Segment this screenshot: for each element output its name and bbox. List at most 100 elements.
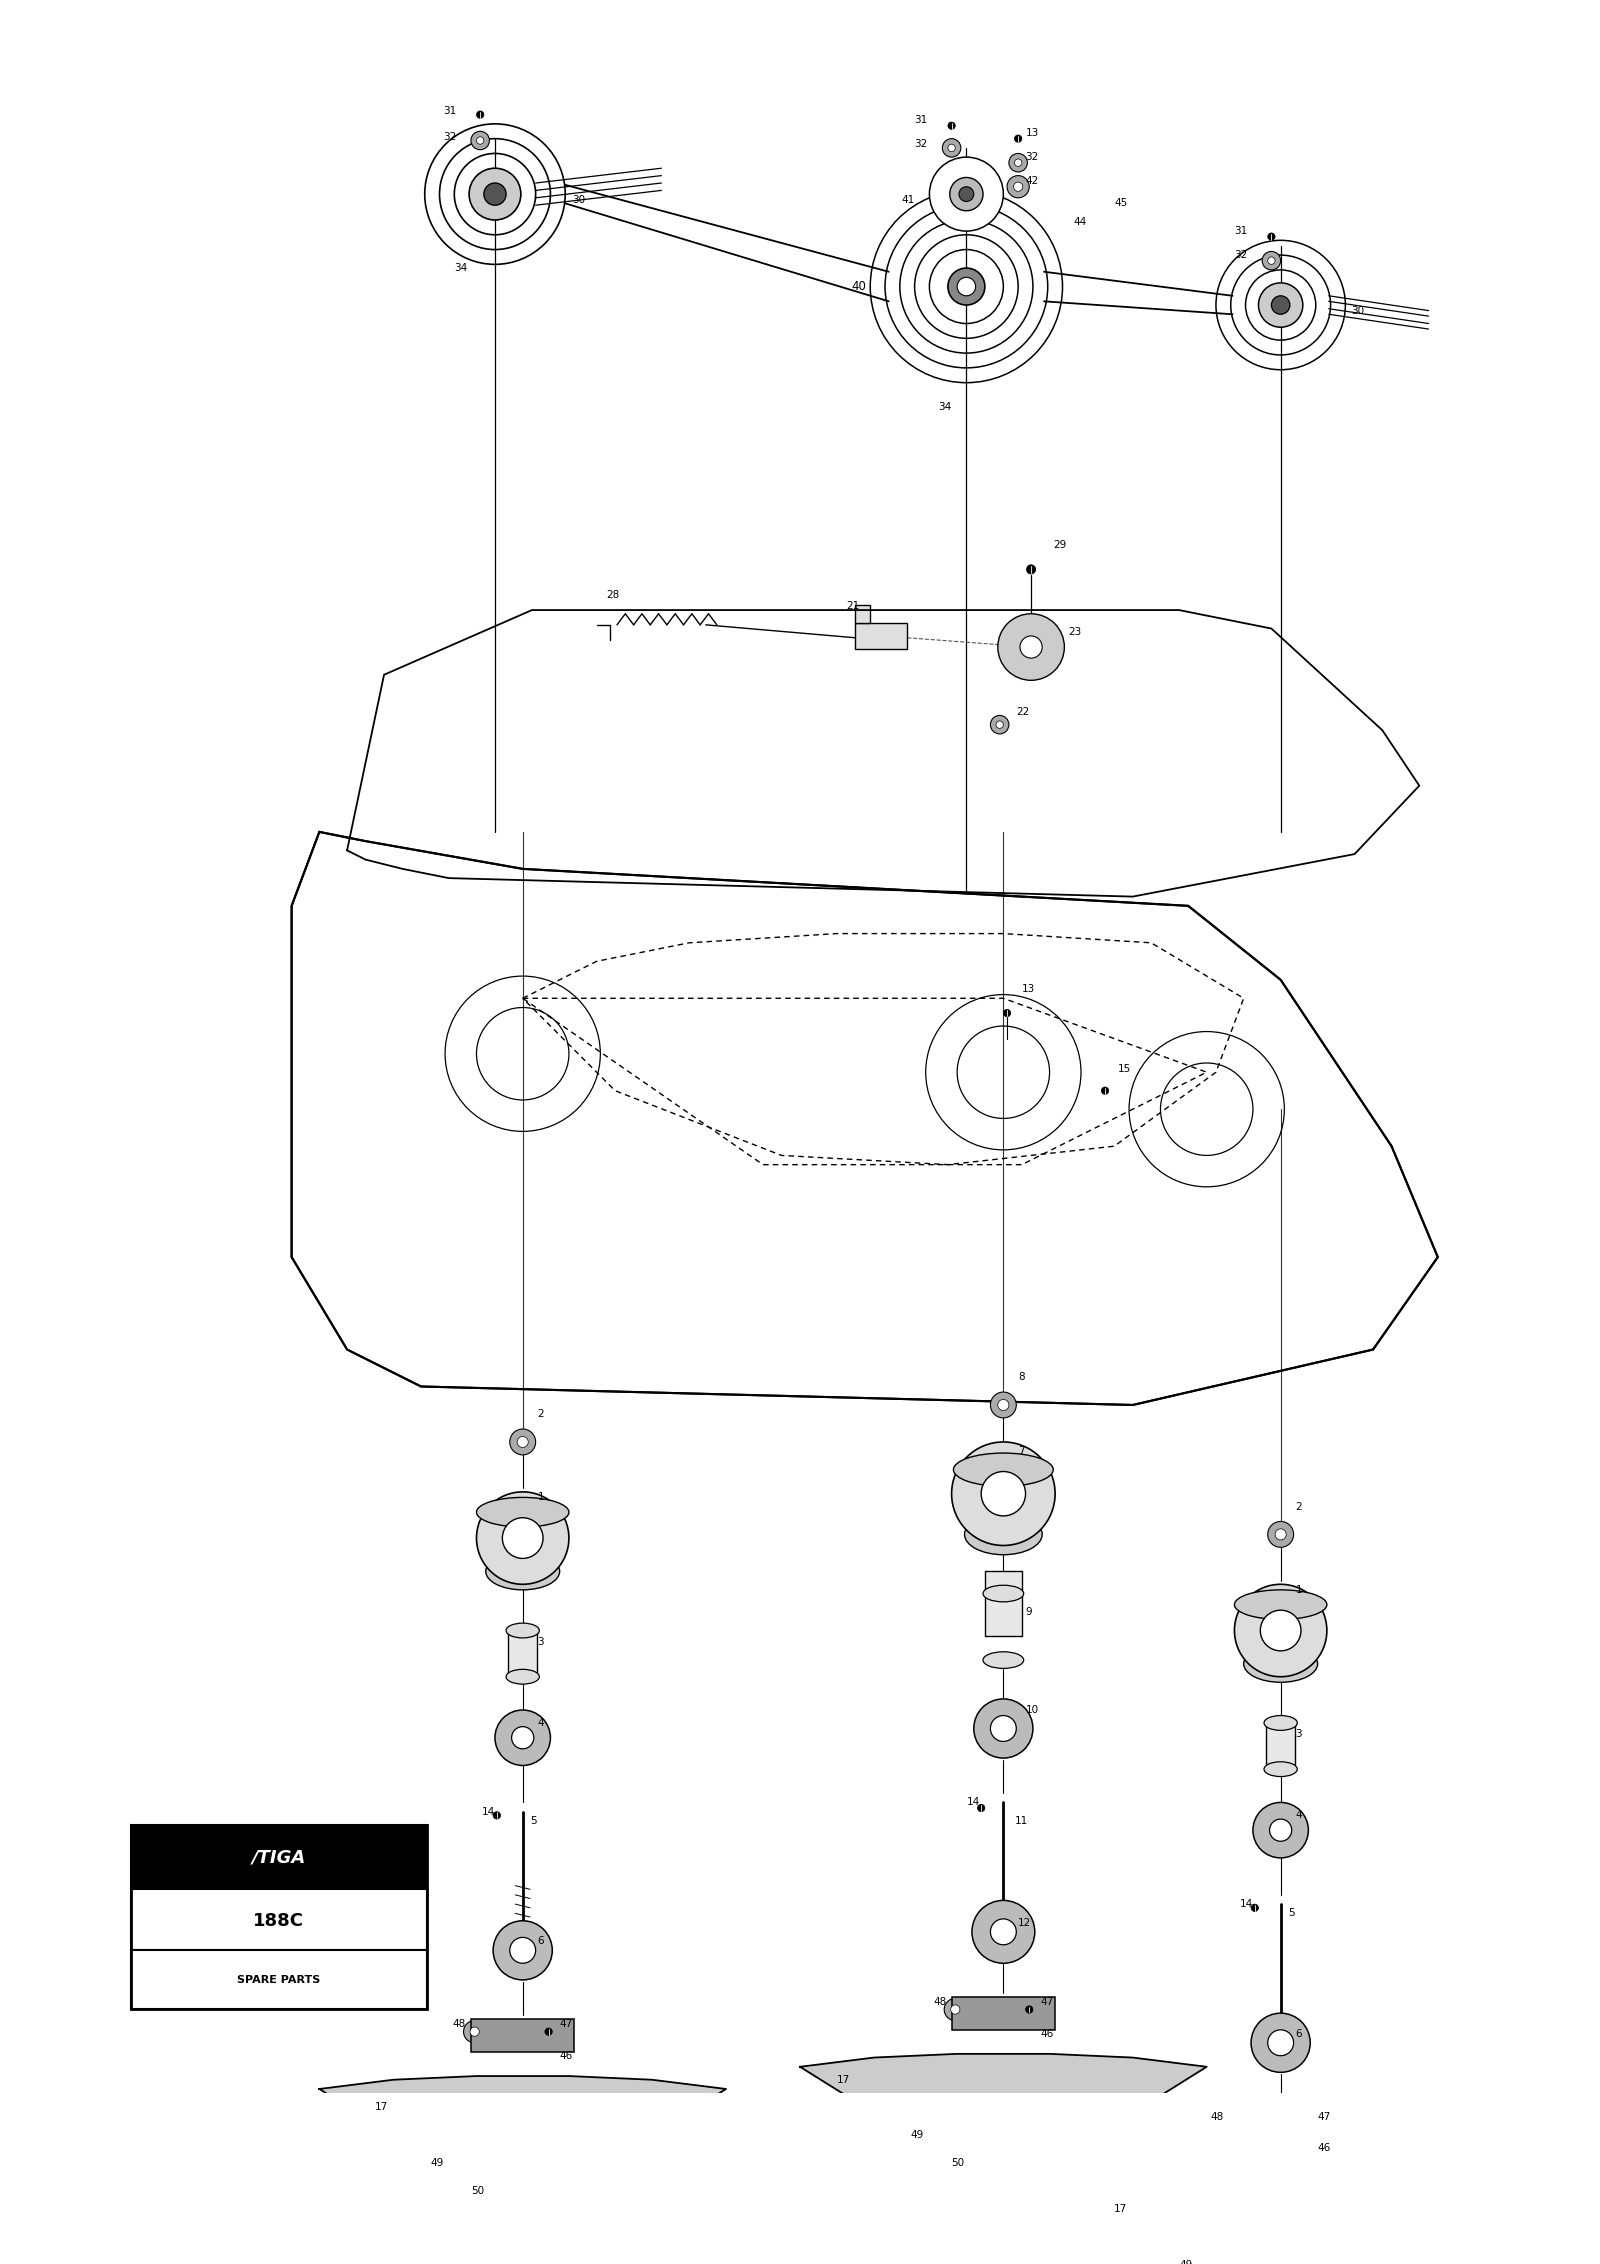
Bar xyxy=(470,2019,574,2051)
Circle shape xyxy=(947,267,986,306)
Text: 47: 47 xyxy=(1318,2112,1331,2121)
Text: 2: 2 xyxy=(1296,1501,1302,1512)
Circle shape xyxy=(1013,181,1022,192)
Circle shape xyxy=(1014,136,1022,143)
Circle shape xyxy=(1267,256,1275,265)
Text: 5: 5 xyxy=(1288,1909,1294,1918)
Ellipse shape xyxy=(486,1553,560,1589)
Bar xyxy=(856,604,870,623)
Circle shape xyxy=(510,1429,536,1456)
Text: 28: 28 xyxy=(606,591,619,600)
Bar xyxy=(1229,2110,1333,2144)
Circle shape xyxy=(998,614,1064,679)
Text: 1: 1 xyxy=(1296,1585,1302,1594)
Text: 4: 4 xyxy=(1296,1811,1302,1820)
Text: 30: 30 xyxy=(1350,306,1365,315)
Circle shape xyxy=(947,122,955,129)
Circle shape xyxy=(957,276,976,297)
Ellipse shape xyxy=(1235,1589,1326,1619)
Bar xyxy=(1266,1718,1296,1766)
Text: /TIGA: /TIGA xyxy=(251,1850,306,1868)
Circle shape xyxy=(947,145,955,152)
Circle shape xyxy=(958,186,974,201)
Text: 34: 34 xyxy=(939,401,952,412)
Circle shape xyxy=(990,715,1010,734)
Text: 11: 11 xyxy=(1014,1816,1027,1827)
Text: 46: 46 xyxy=(1318,2144,1331,2153)
Text: 31: 31 xyxy=(1235,226,1248,235)
Text: 6: 6 xyxy=(538,1936,544,1947)
Text: 17: 17 xyxy=(374,2103,389,2112)
Text: 48: 48 xyxy=(933,1997,946,2008)
Circle shape xyxy=(1267,233,1275,240)
Polygon shape xyxy=(1077,2182,1485,2246)
Text: 32: 32 xyxy=(443,131,456,143)
Circle shape xyxy=(978,1804,986,1811)
Circle shape xyxy=(502,1517,542,1558)
Circle shape xyxy=(990,1716,1016,1741)
Text: 46: 46 xyxy=(560,2051,573,2060)
Circle shape xyxy=(1027,564,1035,575)
Ellipse shape xyxy=(506,1669,539,1684)
Circle shape xyxy=(483,183,506,206)
Text: 30: 30 xyxy=(573,195,586,204)
Circle shape xyxy=(974,1698,1034,1759)
Text: 32: 32 xyxy=(915,138,928,149)
Text: 17: 17 xyxy=(1114,2205,1128,2214)
Ellipse shape xyxy=(1264,1716,1298,1730)
Text: 22: 22 xyxy=(1016,706,1029,718)
Circle shape xyxy=(469,168,522,220)
Text: 13: 13 xyxy=(1022,985,1035,994)
Text: 14: 14 xyxy=(1240,1899,1253,1909)
Text: 5: 5 xyxy=(530,1816,536,1827)
Text: 14: 14 xyxy=(966,1798,979,1807)
Text: 31: 31 xyxy=(443,106,456,115)
Bar xyxy=(131,1825,427,2010)
Circle shape xyxy=(968,2182,987,2201)
Text: 188C: 188C xyxy=(253,1911,304,1929)
Polygon shape xyxy=(800,2053,1206,2117)
Text: 2: 2 xyxy=(538,1408,544,1420)
Text: 48: 48 xyxy=(1211,2112,1224,2121)
Circle shape xyxy=(514,2203,531,2221)
Text: 49: 49 xyxy=(430,2158,443,2169)
Bar xyxy=(507,1628,538,1673)
Circle shape xyxy=(952,1442,1054,1546)
Ellipse shape xyxy=(477,1497,570,1526)
Circle shape xyxy=(1235,1585,1326,1678)
Bar xyxy=(131,1890,427,1949)
Ellipse shape xyxy=(1243,1646,1318,1682)
Bar xyxy=(856,623,907,650)
Circle shape xyxy=(477,136,483,145)
Text: 15: 15 xyxy=(1118,1064,1131,1073)
Circle shape xyxy=(1302,2121,1310,2128)
Circle shape xyxy=(493,1920,552,1981)
Circle shape xyxy=(477,1492,570,1585)
Circle shape xyxy=(488,2203,506,2221)
Circle shape xyxy=(494,1709,550,1766)
Circle shape xyxy=(493,1811,501,1818)
Text: SPARE PARTS: SPARE PARTS xyxy=(237,1974,320,1986)
Circle shape xyxy=(1253,1802,1309,1859)
Text: Sparek: Sparek xyxy=(600,983,1059,1109)
Text: 49: 49 xyxy=(1179,2259,1192,2264)
Circle shape xyxy=(512,1727,534,1748)
Ellipse shape xyxy=(506,1623,539,1637)
Circle shape xyxy=(1006,177,1029,197)
Text: 23: 23 xyxy=(1069,627,1082,636)
Text: 9: 9 xyxy=(1026,1607,1032,1616)
Text: 29: 29 xyxy=(1053,541,1067,550)
Text: 46: 46 xyxy=(1040,2029,1053,2038)
Circle shape xyxy=(510,1938,536,1963)
Text: 50: 50 xyxy=(952,2158,965,2169)
Circle shape xyxy=(1101,1087,1109,1094)
Text: 3: 3 xyxy=(1296,1730,1302,1739)
Text: 34: 34 xyxy=(454,263,467,274)
Text: 42: 42 xyxy=(1026,177,1038,186)
Circle shape xyxy=(1259,283,1302,328)
Circle shape xyxy=(1275,1528,1286,1540)
Ellipse shape xyxy=(954,1453,1053,1487)
Circle shape xyxy=(1026,2006,1034,2013)
Circle shape xyxy=(930,156,1003,231)
Circle shape xyxy=(1262,251,1280,269)
